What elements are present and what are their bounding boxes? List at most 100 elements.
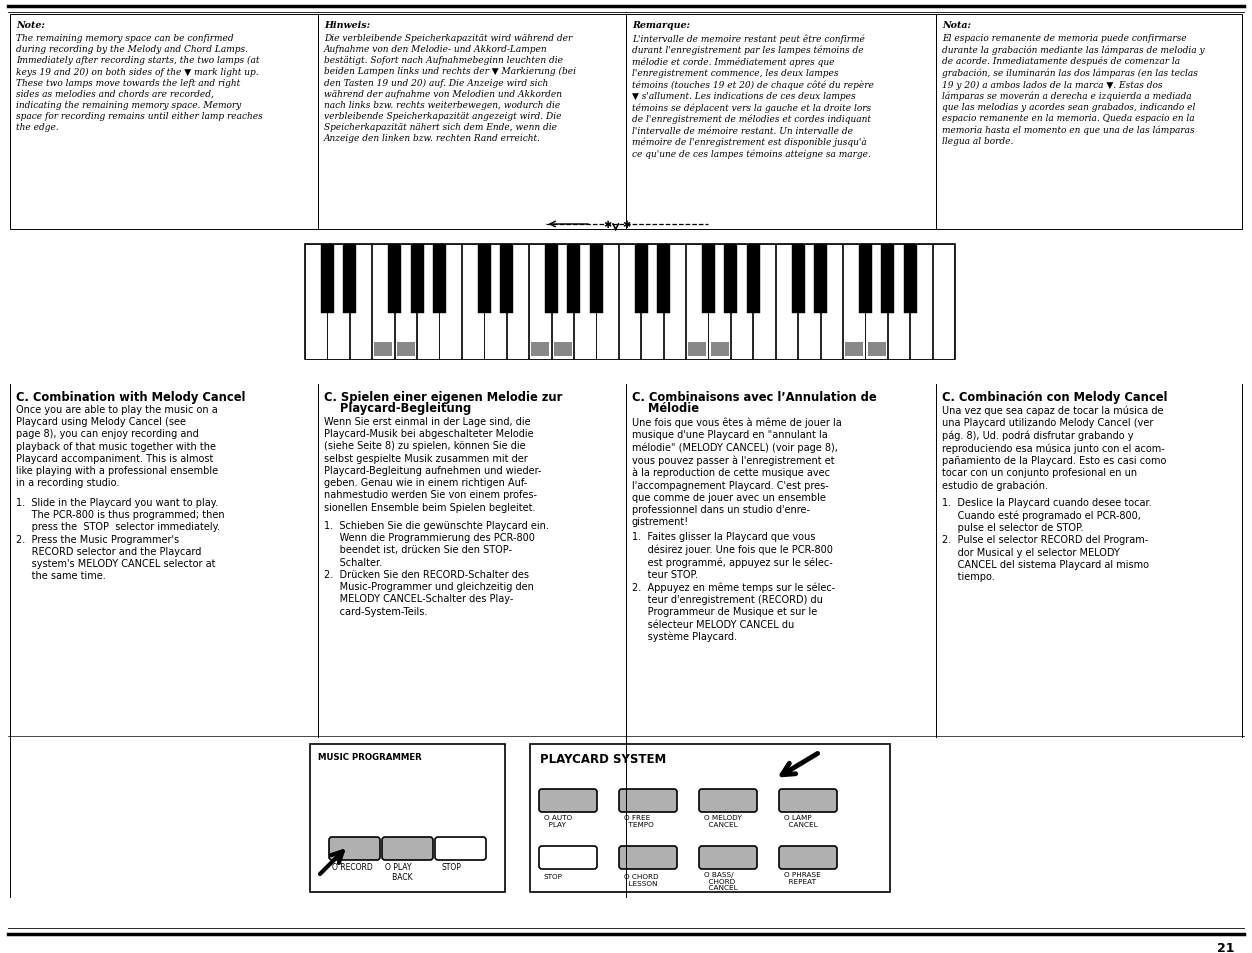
Text: O AUTO
  PLAY: O AUTO PLAY [545, 814, 572, 827]
Bar [485, 245, 506, 359]
Bar [318, 15, 626, 230]
Text: O FREE
  TEMPO: O FREE TEMPO [623, 814, 654, 827]
Text: 21: 21 [1217, 941, 1234, 953]
Bar [686, 245, 707, 359]
Bar [433, 245, 446, 314]
Bar [754, 245, 775, 359]
Text: O PHRASE
  REPEAT: O PHRASE REPEAT [784, 871, 821, 883]
Text: 1.  Schieben Sie die gewünschte Playcard ein.
     Wenn die Programmierung des P: 1. Schieben Sie die gewünschte Playcard … [324, 520, 548, 616]
Bar [349, 245, 372, 359]
Bar [343, 245, 357, 314]
Bar [702, 245, 715, 314]
Bar [545, 245, 558, 314]
Bar [573, 245, 596, 359]
Bar [798, 245, 820, 359]
Bar [10, 15, 318, 230]
Text: C. Spielen einer eigenen Melodie zur: C. Spielen einer eigenen Melodie zur [324, 391, 562, 403]
Bar [664, 245, 685, 359]
Text: Playcard-Begleitung: Playcard-Begleitung [324, 401, 471, 415]
Text: Note:: Note: [16, 21, 45, 30]
Bar [725, 245, 737, 314]
FancyBboxPatch shape [618, 846, 677, 869]
Bar [881, 245, 894, 314]
Bar [462, 245, 483, 359]
Text: Une fois que vous êtes à même de jouer la
musique d'une Playcard en "annulant la: Une fois que vous êtes à même de jouer l… [632, 416, 841, 527]
Bar [635, 245, 647, 314]
Bar [791, 245, 805, 314]
Text: C. Combinaisons avec l’Annulation de: C. Combinaisons avec l’Annulation de [632, 391, 876, 403]
Text: Una vez que sea capaz de tocar la música de
una Playcard utilizando Melody Cance: Una vez que sea capaz de tocar la música… [942, 405, 1167, 491]
Bar [530, 245, 551, 359]
Bar [746, 245, 760, 314]
Bar [731, 245, 752, 359]
FancyBboxPatch shape [779, 789, 838, 812]
Text: Die verbleibende Speicherkapazität wird während der
Aufnahme von den Melodie- un: Die verbleibende Speicherkapazität wird … [324, 34, 576, 143]
Bar [936, 15, 1242, 230]
Bar [553, 342, 572, 356]
FancyBboxPatch shape [540, 789, 597, 812]
Bar [388, 245, 401, 314]
FancyBboxPatch shape [329, 837, 381, 861]
Bar [417, 245, 438, 359]
Text: C. Combinación con Melody Cancel: C. Combinación con Melody Cancel [942, 391, 1168, 403]
Text: El espacio remanente de memoria puede confirmarse
durante la grabación mediante : El espacio remanente de memoria puede co… [942, 34, 1204, 146]
FancyBboxPatch shape [540, 846, 597, 869]
Bar [372, 245, 394, 359]
Bar [328, 245, 349, 359]
Text: Remarque:: Remarque: [632, 21, 690, 30]
FancyBboxPatch shape [618, 789, 677, 812]
Bar [689, 342, 706, 356]
Text: O LAMP
  CANCEL: O LAMP CANCEL [784, 814, 818, 827]
Text: STOP: STOP [442, 862, 462, 871]
Bar [904, 245, 916, 314]
Text: O PLAY
   BACK: O PLAY BACK [386, 862, 413, 882]
Bar [657, 245, 670, 314]
Bar [888, 245, 909, 359]
Bar [305, 245, 955, 359]
FancyBboxPatch shape [779, 846, 838, 869]
Text: STOP: STOP [545, 873, 563, 879]
Bar [859, 245, 871, 314]
FancyBboxPatch shape [699, 789, 757, 812]
Bar [820, 245, 843, 359]
Text: Nota:: Nota: [942, 21, 972, 30]
Bar [552, 245, 573, 359]
Bar [618, 245, 641, 359]
Text: PLAYCARD SYSTEM: PLAYCARD SYSTEM [540, 752, 666, 765]
Bar [394, 245, 416, 359]
Bar [814, 245, 828, 314]
Bar [865, 245, 886, 359]
Bar [641, 245, 662, 359]
Bar [910, 245, 931, 359]
Bar [933, 245, 954, 359]
Bar [305, 245, 327, 359]
Bar [478, 245, 491, 314]
Bar [531, 342, 550, 356]
Bar [439, 245, 461, 359]
Bar [843, 245, 865, 359]
Text: C. Combination with Melody Cancel: C. Combination with Melody Cancel [16, 391, 245, 403]
Bar [845, 342, 863, 356]
Bar [596, 245, 618, 359]
Bar [507, 245, 528, 359]
Text: ✱: ✱ [603, 220, 611, 230]
Bar [501, 245, 513, 314]
Text: Mélodie: Mélodie [632, 401, 699, 415]
Text: O BASS/
  CHORD
  CANCEL: O BASS/ CHORD CANCEL [704, 871, 737, 890]
Text: ✱: ✱ [622, 220, 631, 230]
Bar [411, 245, 423, 314]
Text: O RECORD: O RECORD [332, 862, 373, 871]
Bar [374, 342, 392, 356]
Text: 1.  Deslice la Playcard cuando desee tocar.
     Cuando esté programado el PCR-8: 1. Deslice la Playcard cuando desee toca… [942, 497, 1152, 581]
Bar [868, 342, 885, 356]
Text: Wenn Sie erst einmal in der Lage sind, die
Playcard-Musik bei abgeschalteter Mel: Wenn Sie erst einmal in der Lage sind, d… [324, 416, 542, 512]
Text: 1.  Slide in the Playcard you want to play.
     The PCR-800 is thus programmed;: 1. Slide in the Playcard you want to pla… [16, 497, 224, 580]
Text: L'intervalle de memoire restant peut être confirmé
durant l'enregistrement par l: L'intervalle de memoire restant peut êtr… [632, 34, 874, 159]
Bar [776, 245, 798, 359]
Text: Once you are able to play the music on a
Playcard using Melody Cancel (see
page : Once you are able to play the music on a… [16, 405, 218, 488]
Bar [590, 245, 603, 314]
Text: The remaining memory space can be confirmed
during recording by the Melody and C: The remaining memory space can be confir… [16, 34, 263, 132]
Bar [397, 342, 414, 356]
FancyBboxPatch shape [434, 837, 486, 861]
Bar [709, 245, 730, 359]
